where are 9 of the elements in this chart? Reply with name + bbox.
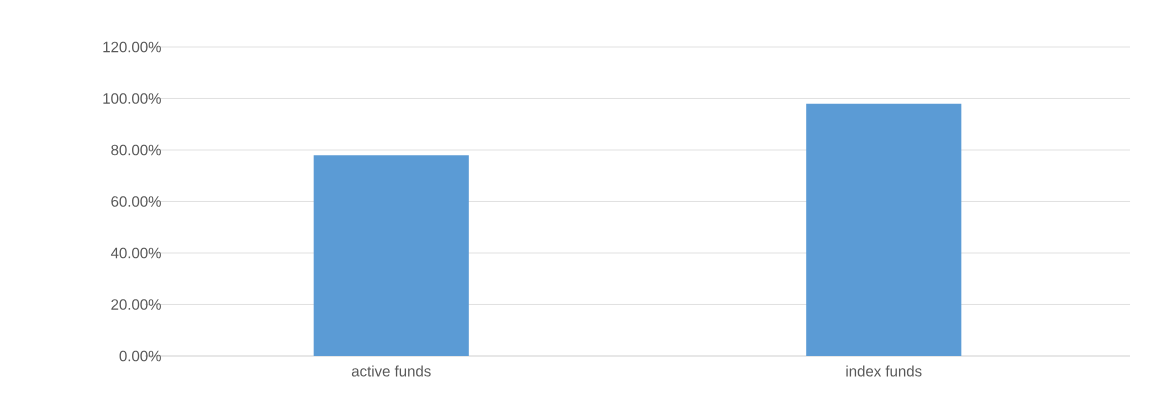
y-tick-label: 120.00% (103, 41, 161, 53)
y-tick-label: 0.00% (119, 350, 161, 362)
y-tick-label: 100.00% (103, 93, 161, 104)
x-tick-label: active funds (351, 365, 431, 377)
y-tick-label: 60.00% (111, 196, 161, 207)
y-tick-label: 40.00% (110, 247, 161, 259)
y-tick-label: 20.00% (111, 299, 161, 310)
y-tick-label: 80.00% (111, 144, 161, 156)
x-tick-label: index funds (846, 365, 922, 377)
